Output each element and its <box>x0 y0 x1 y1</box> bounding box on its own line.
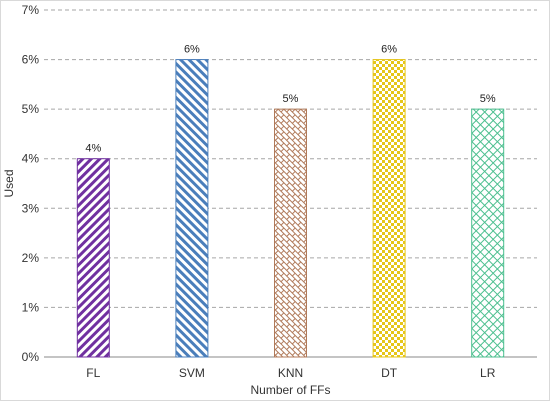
data-label: 5% <box>480 93 496 105</box>
bar-fl <box>76 158 110 358</box>
y-tick-labels: 0% 1% 2% 3% 4% 5% 6% 7% <box>22 3 40 364</box>
x-tick-label: FL <box>86 366 100 380</box>
y-tick-label: 7% <box>22 3 40 17</box>
bar-dt <box>372 59 406 358</box>
data-label: 6% <box>184 44 200 56</box>
bar-lr <box>471 108 505 358</box>
y-tick-label: 6% <box>22 53 40 67</box>
data-label: 5% <box>283 93 299 105</box>
y-tick-label: 1% <box>22 300 40 314</box>
data-label: 6% <box>381 44 397 56</box>
y-tick-label: 5% <box>22 102 40 116</box>
x-tick-label: SVM <box>179 366 205 380</box>
x-tick-label: KNN <box>278 366 303 380</box>
bars <box>76 59 505 358</box>
x-tick-labels: FL SVM KNN DT LR <box>86 366 495 380</box>
y-tick-label: 2% <box>22 251 40 265</box>
y-tick-label: 0% <box>22 350 40 364</box>
data-label: 4% <box>85 143 101 155</box>
y-tick-label: 4% <box>22 152 40 166</box>
x-tick-label: LR <box>480 366 496 380</box>
x-tick-label: DT <box>381 366 398 380</box>
bar-knn <box>274 108 307 358</box>
y-axis-title: Used <box>2 169 16 197</box>
bar-svm <box>175 59 209 358</box>
data-labels: 4% 6% 5% 6% 5% <box>85 44 496 155</box>
y-tick-label: 3% <box>22 201 40 215</box>
x-axis-title: Number of FFs <box>250 383 330 397</box>
